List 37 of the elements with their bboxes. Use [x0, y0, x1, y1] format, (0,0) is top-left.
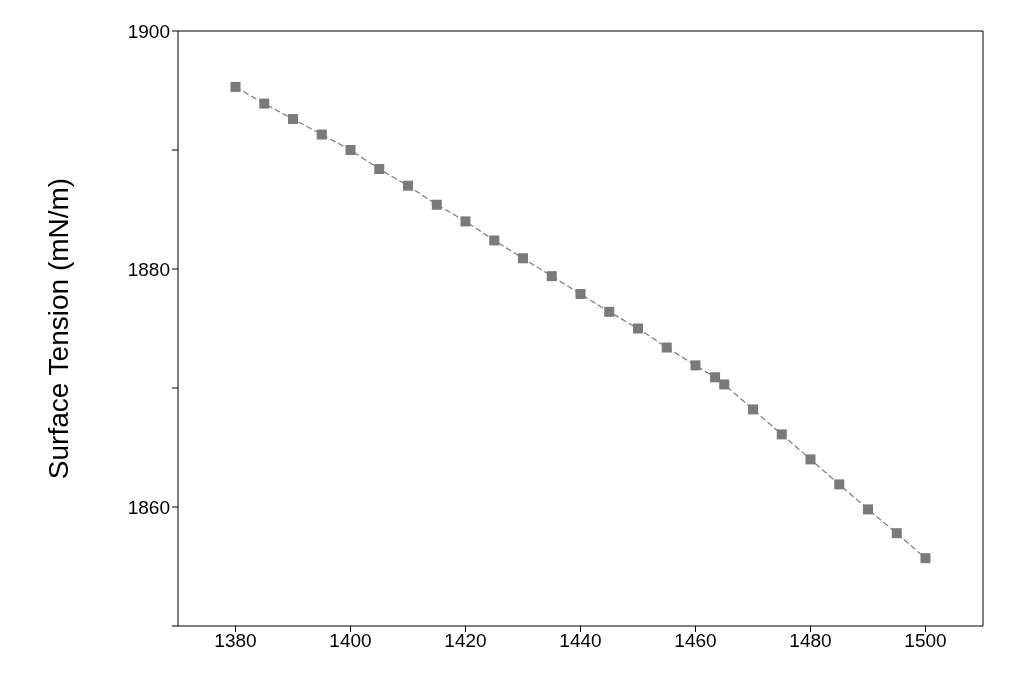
point [575, 288, 586, 299]
y-tick-label: 1900 [127, 20, 170, 42]
point [776, 429, 787, 440]
y-axis-title: Surface Tension (mN/m) [42, 177, 74, 480]
x-tick-label: 1420 [444, 630, 487, 652]
point [546, 271, 557, 282]
point [288, 114, 298, 125]
x-tick-label: 1400 [329, 630, 372, 652]
point [748, 404, 758, 415]
point [489, 235, 500, 246]
point [891, 528, 902, 539]
point [518, 253, 528, 264]
point [374, 164, 385, 175]
point [719, 379, 730, 390]
point [431, 199, 442, 210]
x-tick-label: 1440 [559, 630, 602, 652]
x-tick-label: 1380 [214, 630, 257, 652]
point [710, 372, 721, 383]
point [460, 216, 471, 227]
point [805, 454, 816, 465]
point [920, 553, 931, 564]
x-tick-label: 1460 [674, 630, 717, 652]
y-tick-label: 1860 [127, 496, 170, 518]
point [403, 180, 413, 191]
point [834, 479, 845, 490]
point [259, 98, 270, 109]
point [230, 81, 241, 92]
x-tick-label: 1480 [789, 630, 832, 652]
x-tick-label: 1500 [904, 630, 947, 652]
point [863, 504, 873, 515]
point [633, 323, 643, 334]
point [661, 342, 672, 353]
point [690, 360, 701, 371]
y-tick-label: 1880 [127, 258, 170, 280]
point [345, 145, 356, 155]
point [316, 129, 327, 140]
point [604, 306, 615, 317]
